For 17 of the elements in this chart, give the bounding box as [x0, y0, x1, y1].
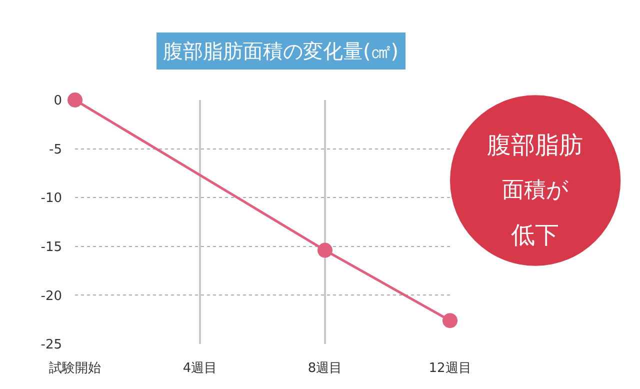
y-tick-label: -25 — [40, 338, 62, 353]
y-tick-label: -15 — [40, 240, 62, 255]
text: 低下 — [511, 221, 559, 249]
x-tick-label: 12週目 — [428, 361, 472, 376]
y-tick-label: -20 — [40, 288, 62, 304]
point — [68, 92, 82, 108]
x-tick-label: 4週目 — [182, 361, 218, 376]
y-tick-label: 0 — [54, 94, 62, 109]
chart-title: 腹部脂肪面積の変化量(㎠) — [163, 39, 399, 63]
point — [442, 313, 458, 328]
x-tick-label: 8週目 — [308, 361, 342, 376]
text: 面積が — [502, 178, 569, 203]
y-tick-label: -10 — [40, 191, 62, 206]
x-tick-label: 試験開始 — [49, 361, 101, 376]
y-tick-label: -5 — [49, 142, 62, 158]
point — [318, 242, 332, 258]
text: 腹部脂肪 — [487, 131, 583, 159]
